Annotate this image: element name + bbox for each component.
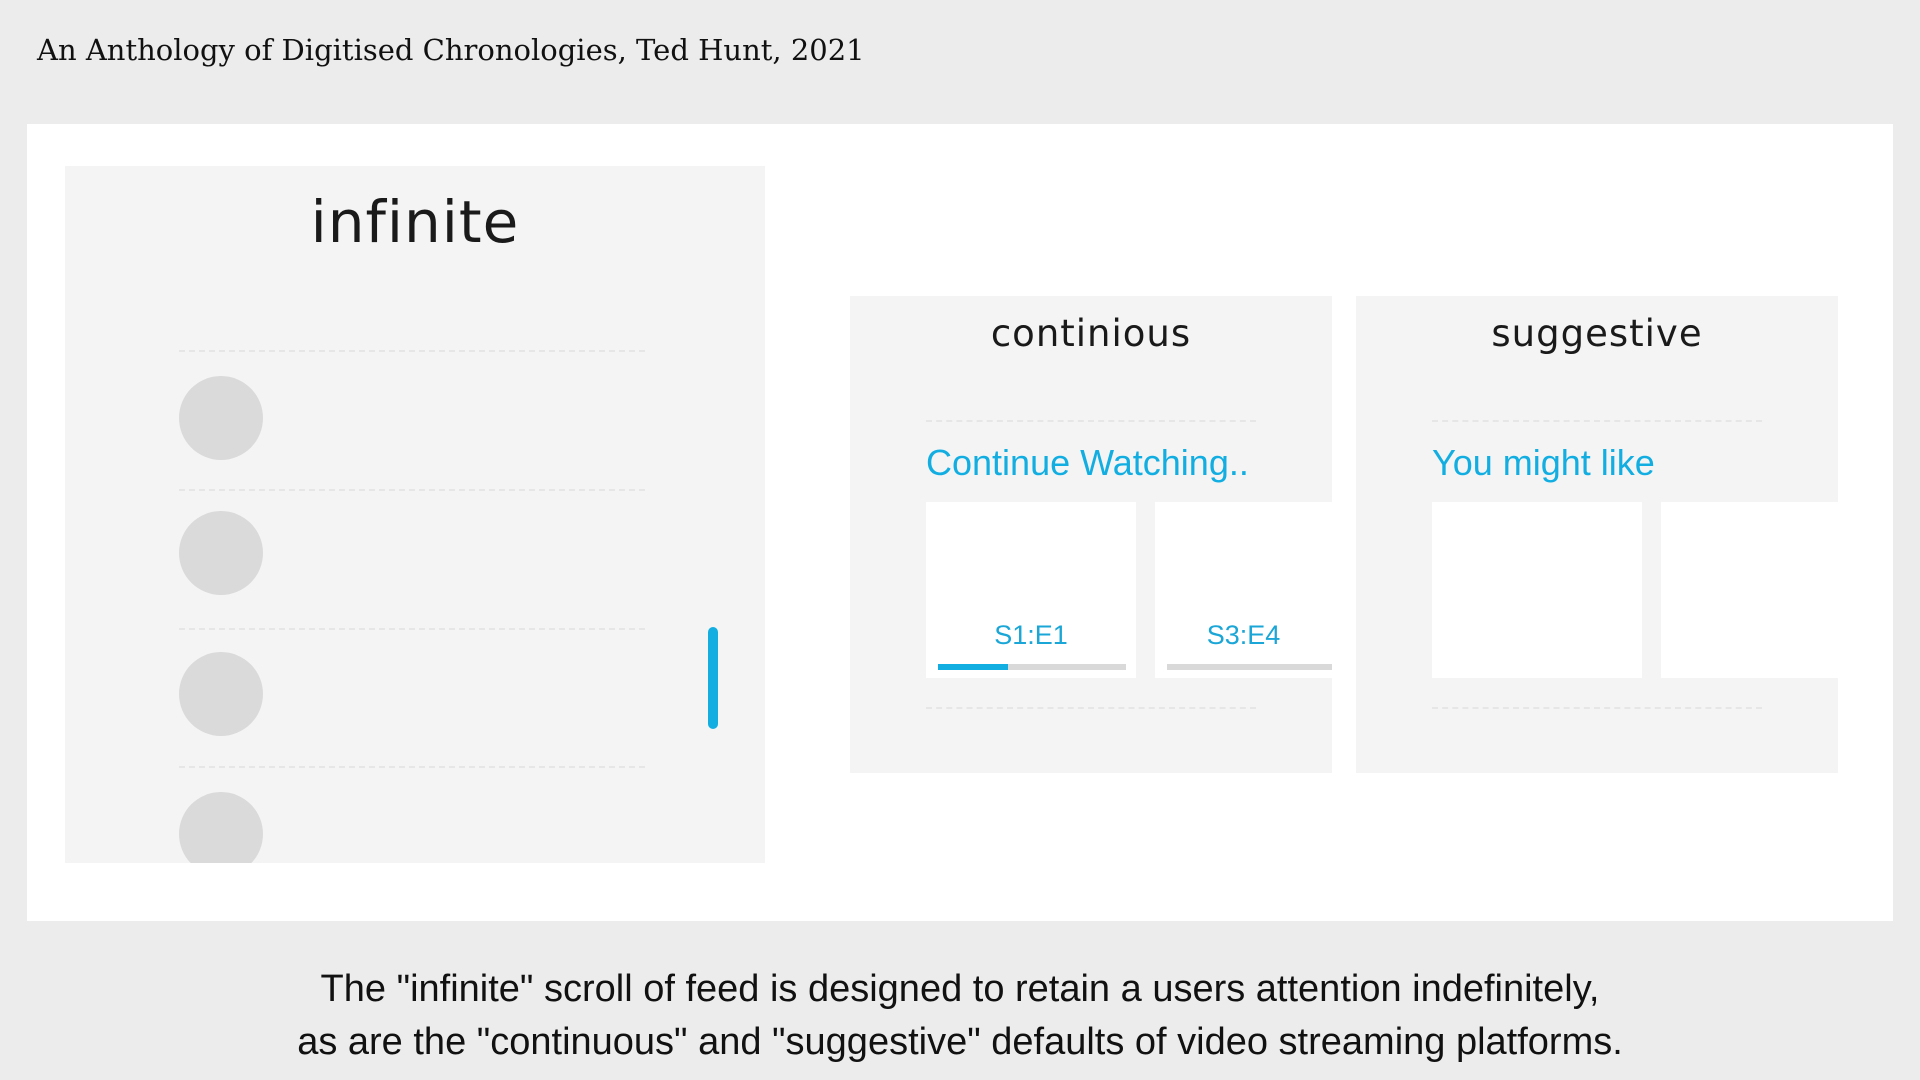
suggestive-panel-title: suggestive — [1491, 312, 1703, 355]
watch-progress-bar — [938, 664, 1126, 670]
page-title: An Anthology of Digitised Chronologies, … — [37, 33, 865, 67]
continuous-panel-title: continious — [990, 312, 1192, 355]
suggestion-card[interactable] — [1661, 502, 1838, 678]
feed-item-avatar-placeholder[interactable] — [179, 511, 263, 595]
feed-divider — [179, 489, 645, 491]
watch-progress-bar — [1167, 664, 1332, 670]
suggestive-panel: suggestive You might like — [1356, 296, 1838, 773]
caption-line: as are the "continuous" and "suggestive"… — [297, 1021, 1623, 1063]
row-divider — [1432, 420, 1762, 422]
feed-divider — [179, 628, 645, 630]
row-divider — [926, 420, 1256, 422]
episode-label: S3:E4 — [1206, 620, 1281, 650]
caption-line: The "infinite" scroll of feed is designe… — [320, 968, 1600, 1010]
infinite-panel-title: infinite — [310, 188, 520, 256]
episode-label: S1:E1 — [994, 620, 1068, 650]
watch-progress-fill — [938, 664, 1008, 670]
suggestion-card[interactable] — [1432, 502, 1642, 678]
feed-item-avatar-placeholder[interactable] — [179, 376, 263, 460]
row-divider — [926, 707, 1256, 709]
slide-caption: The "infinite" scroll of feed is designe… — [0, 963, 1920, 1069]
feed-item-avatar-placeholder[interactable] — [179, 792, 263, 863]
continue-watching-card[interactable]: S3:E4 — [1155, 502, 1332, 678]
infinite-panel[interactable]: infinite — [65, 166, 765, 863]
feed-item-avatar-placeholder[interactable] — [179, 652, 263, 736]
feed-divider — [179, 350, 645, 352]
feed-divider — [179, 766, 645, 768]
scrollbar-thumb[interactable] — [708, 627, 718, 729]
slide-canvas: infinite continious Continue Watching.. … — [27, 124, 1893, 921]
continuous-panel: continious Continue Watching.. S1:E1 S3:… — [850, 296, 1332, 773]
row-divider — [1432, 707, 1762, 709]
continue-watching-label: Continue Watching.. — [926, 442, 1249, 483]
you-might-like-label: You might like — [1432, 442, 1655, 483]
continue-watching-card[interactable]: S1:E1 — [926, 502, 1136, 678]
